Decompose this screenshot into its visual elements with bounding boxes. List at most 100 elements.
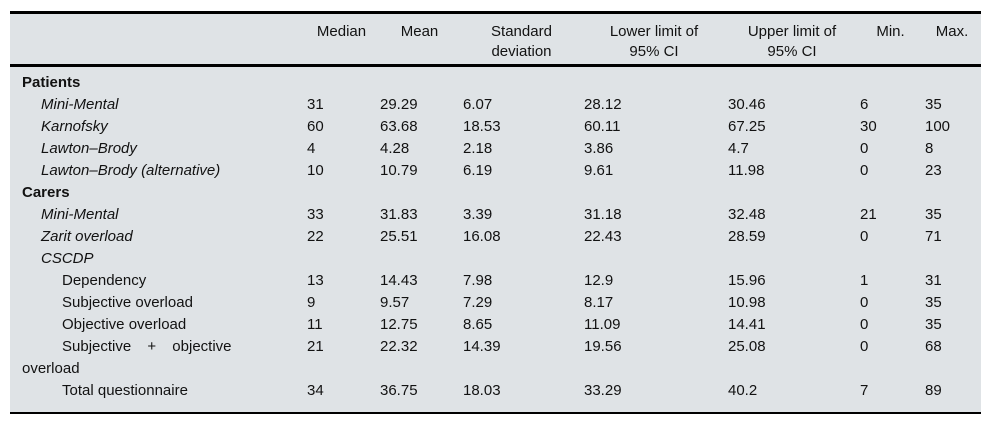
cell-upper-ci <box>726 65 858 94</box>
cell-lower-ci: 22.43 <box>584 227 622 245</box>
table-row: Lawton–Brody 4 4.28 2.18 3.86 4.7 0 8 <box>10 138 981 160</box>
cell-median: 9 <box>307 293 316 311</box>
cell-upper-ci <box>726 182 858 204</box>
cell-standard-deviation <box>461 182 582 204</box>
cell-mean: 36.75 <box>380 381 418 399</box>
cell-max: 35 <box>925 315 942 333</box>
statistics-table-frame: Median Mean Standard deviation Lower lim… <box>10 11 981 414</box>
row-label: Lawton–Brody <box>41 139 137 157</box>
cell-upper-ci <box>726 248 858 270</box>
cell-min: 1 <box>860 271 869 289</box>
cell-lower-ci <box>582 248 726 270</box>
cell-mean: 10.79 <box>380 161 418 179</box>
cell-max <box>923 65 981 94</box>
cell-min: 0 <box>860 337 869 355</box>
cell-mean: 9.57 <box>380 293 410 311</box>
cell-upper-ci: 14.41 <box>728 315 766 333</box>
cell-min: 21 <box>860 205 877 223</box>
row-label: Lawton–Brody (alternative) <box>41 161 221 179</box>
cell-mean <box>378 65 461 94</box>
cell-min: 0 <box>860 315 869 333</box>
row-label: Patients <box>22 73 81 91</box>
cell-max <box>923 248 981 270</box>
row-label: Zarit overload <box>41 227 133 245</box>
cell-lower-ci: 8.17 <box>584 293 614 311</box>
table-row: Patients <box>10 65 981 94</box>
column-header-standard-deviation: Standard deviation <box>461 14 582 67</box>
cell-standard-deviation: 7.98 <box>463 271 493 289</box>
cell-upper-ci: 67.25 <box>728 117 766 135</box>
column-header-median: Median <box>305 14 378 67</box>
cell-mean: 25.51 <box>380 227 418 245</box>
cell-lower-ci <box>582 65 726 94</box>
table-row: Subjective + objective overload 21 22.32 … <box>10 336 981 380</box>
cell-min: 0 <box>860 139 869 157</box>
cell-upper-ci: 40.2 <box>728 381 758 399</box>
cell-median <box>305 182 378 204</box>
cell-max: 35 <box>925 205 942 223</box>
row-label: Karnofsky <box>41 117 108 135</box>
column-header-lower-ci: Lower limit of 95% CI <box>582 14 726 67</box>
cell-min: 0 <box>860 293 869 311</box>
cell-max: 71 <box>925 227 942 245</box>
cell-lower-ci <box>582 182 726 204</box>
cell-standard-deviation: 18.03 <box>463 381 501 399</box>
cell-lower-ci: 3.86 <box>584 139 614 157</box>
row-label: Carers <box>22 183 70 201</box>
cell-median: 4 <box>307 139 316 157</box>
cell-mean: 31.83 <box>380 205 418 223</box>
cell-upper-ci: 25.08 <box>728 337 766 355</box>
cell-max: 35 <box>925 293 942 311</box>
statistics-table: Median Mean Standard deviation Lower lim… <box>10 14 981 412</box>
cell-lower-ci: 11.09 <box>584 315 621 333</box>
cell-mean <box>378 248 461 270</box>
cell-median: 10 <box>307 161 324 179</box>
column-header-empty <box>10 14 305 67</box>
cell-min: 30 <box>860 117 877 135</box>
cell-max <box>923 182 981 204</box>
cell-mean: 22.32 <box>380 337 418 355</box>
table-row: Lawton–Brody (alternative) 10 10.79 6.19… <box>10 160 981 182</box>
cell-median: 31 <box>307 95 324 113</box>
table-row: Carers <box>10 182 981 204</box>
cell-min <box>858 248 923 270</box>
cell-lower-ci: 60.11 <box>584 117 621 135</box>
table-row: CSCDP <box>10 248 981 270</box>
cell-upper-ci: 28.59 <box>728 227 766 245</box>
row-label: Mini-Mental <box>41 205 119 223</box>
cell-median <box>305 248 378 270</box>
cell-lower-ci: 12.9 <box>584 271 614 289</box>
cell-standard-deviation: 7.29 <box>463 293 493 311</box>
cell-max: 31 <box>925 271 942 289</box>
cell-median: 60 <box>307 117 324 135</box>
table-row: Total questionnaire 34 36.75 18.03 33.29… <box>10 380 981 412</box>
table-row: Dependency 13 14.43 7.98 12.9 15.96 1 31 <box>10 270 981 292</box>
cell-max: 35 <box>925 95 942 113</box>
row-label: Objective overload <box>62 315 187 333</box>
cell-standard-deviation <box>461 248 582 270</box>
table-header: Median Mean Standard deviation Lower lim… <box>10 14 981 67</box>
column-header-mean: Mean <box>378 14 461 67</box>
table-row: Zarit overload 22 25.51 16.08 22.43 28.5… <box>10 226 981 248</box>
cell-lower-ci: 19.56 <box>584 337 622 355</box>
cell-standard-deviation: 8.65 <box>463 315 493 333</box>
cell-max: 8 <box>925 139 934 157</box>
cell-median: 33 <box>307 205 324 223</box>
cell-mean: 14.43 <box>380 271 418 289</box>
cell-min: 0 <box>860 227 869 245</box>
table-body: Patients Mini-Mental 31 29.29 6.07 28.12… <box>10 65 981 412</box>
cell-mean: 12.75 <box>380 315 418 333</box>
cell-upper-ci: 32.48 <box>728 205 766 223</box>
cell-standard-deviation <box>461 65 582 94</box>
cell-max: 89 <box>925 381 942 399</box>
cell-lower-ci: 28.12 <box>584 95 622 113</box>
table-row: Karnofsky 60 63.68 18.53 60.11 67.25 30 … <box>10 116 981 138</box>
cell-lower-ci: 31.18 <box>584 205 622 223</box>
cell-median <box>305 65 378 94</box>
row-label: Subjective + objective overload <box>22 337 232 377</box>
table-row: Objective overload 11 12.75 8.65 11.09 1… <box>10 314 981 336</box>
cell-standard-deviation: 14.39 <box>463 337 501 355</box>
cell-max: 100 <box>925 117 951 135</box>
row-label: Total questionnaire <box>62 381 188 399</box>
row-label: Dependency <box>62 271 147 289</box>
